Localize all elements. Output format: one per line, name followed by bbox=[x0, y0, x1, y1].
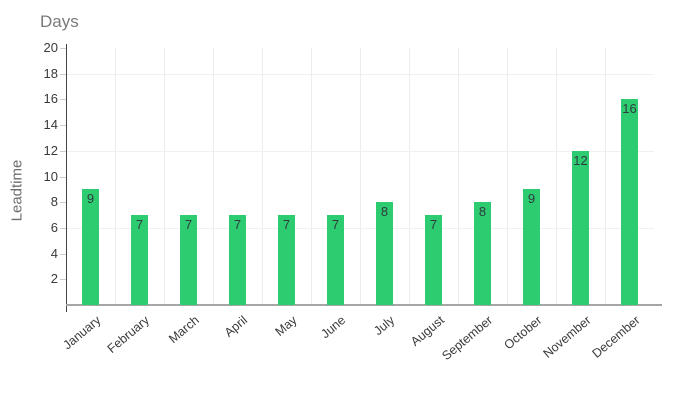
bar-value-label: 9 bbox=[527, 191, 536, 207]
vertical-gridline bbox=[213, 48, 214, 305]
bar[interactable]: 9 bbox=[82, 189, 99, 305]
y-tick-mark bbox=[60, 227, 66, 229]
y-tick-mark bbox=[60, 253, 66, 255]
vertical-gridline bbox=[262, 48, 263, 305]
y-tick-mark bbox=[60, 150, 66, 152]
x-tick-label: January bbox=[60, 313, 104, 353]
x-axis-baseline bbox=[66, 304, 662, 306]
bar[interactable]: 8 bbox=[474, 202, 491, 305]
x-tick-label: August bbox=[407, 313, 447, 349]
bar-value-label: 7 bbox=[135, 217, 144, 233]
vertical-gridline bbox=[507, 48, 508, 305]
horizontal-gridline bbox=[66, 150, 654, 152]
vertical-gridline bbox=[164, 48, 165, 305]
bar-value-label: 7 bbox=[184, 217, 193, 233]
horizontal-gridline bbox=[66, 73, 654, 75]
y-tick-label: 10 bbox=[43, 168, 58, 184]
bar[interactable]: 7 bbox=[425, 215, 442, 305]
vertical-gridline bbox=[605, 48, 606, 305]
bar[interactable]: 7 bbox=[229, 215, 246, 305]
bar[interactable]: 7 bbox=[327, 215, 344, 305]
x-tick-label: October bbox=[501, 313, 545, 353]
y-tick-label: 12 bbox=[43, 142, 58, 158]
y-tick-label: 8 bbox=[50, 194, 58, 210]
y-tick-mark bbox=[60, 48, 66, 49]
vertical-gridline bbox=[115, 48, 116, 305]
chart-title: Days bbox=[40, 12, 79, 31]
bar-value-label: 8 bbox=[478, 204, 487, 220]
bar[interactable]: 8 bbox=[376, 202, 393, 305]
bar[interactable]: 7 bbox=[180, 215, 197, 305]
bar-value-label: 7 bbox=[331, 217, 340, 233]
x-tick-label: December bbox=[589, 313, 643, 361]
vertical-gridline bbox=[409, 48, 410, 305]
bar[interactable]: 16 bbox=[621, 99, 638, 305]
bar-value-label: 12 bbox=[573, 152, 588, 168]
y-tick-label: 20 bbox=[43, 40, 58, 55]
x-tick-label: July bbox=[371, 313, 398, 339]
vertical-gridline bbox=[311, 48, 312, 305]
x-tick-label: February bbox=[105, 313, 153, 356]
x-tick-label: November bbox=[540, 313, 594, 361]
y-tick-label: 18 bbox=[43, 65, 58, 81]
bar[interactable]: 7 bbox=[278, 215, 295, 305]
x-tick-label: March bbox=[165, 313, 202, 347]
bar[interactable]: 9 bbox=[523, 189, 540, 305]
bar[interactable]: 7 bbox=[131, 215, 148, 305]
x-tick-label: June bbox=[318, 313, 349, 342]
bar-value-label: 16 bbox=[622, 101, 637, 117]
y-tick-label: 6 bbox=[50, 219, 58, 235]
y-tick-label: 2 bbox=[50, 271, 58, 287]
y-tick-label: 14 bbox=[43, 117, 58, 133]
vertical-gridline bbox=[458, 48, 459, 305]
x-tick-label: May bbox=[272, 313, 300, 339]
bar-value-label: 7 bbox=[282, 217, 291, 233]
y-tick-mark bbox=[60, 73, 66, 75]
x-tick-label: April bbox=[222, 313, 251, 340]
bar-value-label: 9 bbox=[86, 191, 95, 207]
y-tick-label: 16 bbox=[43, 91, 58, 107]
y-tick-mark bbox=[60, 176, 66, 178]
y-tick-label: 4 bbox=[50, 245, 58, 261]
bar-value-label: 7 bbox=[429, 217, 438, 233]
vertical-gridline bbox=[556, 48, 557, 305]
y-axis-line bbox=[66, 44, 67, 312]
y-tick-mark bbox=[60, 125, 66, 127]
bar-value-label: 8 bbox=[380, 204, 389, 220]
y-tick-mark bbox=[60, 202, 66, 204]
y-tick-mark bbox=[60, 279, 66, 281]
vertical-gridline bbox=[360, 48, 361, 305]
y-tick-mark bbox=[60, 99, 66, 101]
horizontal-gridline bbox=[66, 227, 654, 229]
x-tick-label: September bbox=[439, 313, 496, 364]
bar-value-label: 7 bbox=[233, 217, 242, 233]
bar[interactable]: 12 bbox=[572, 150, 589, 305]
